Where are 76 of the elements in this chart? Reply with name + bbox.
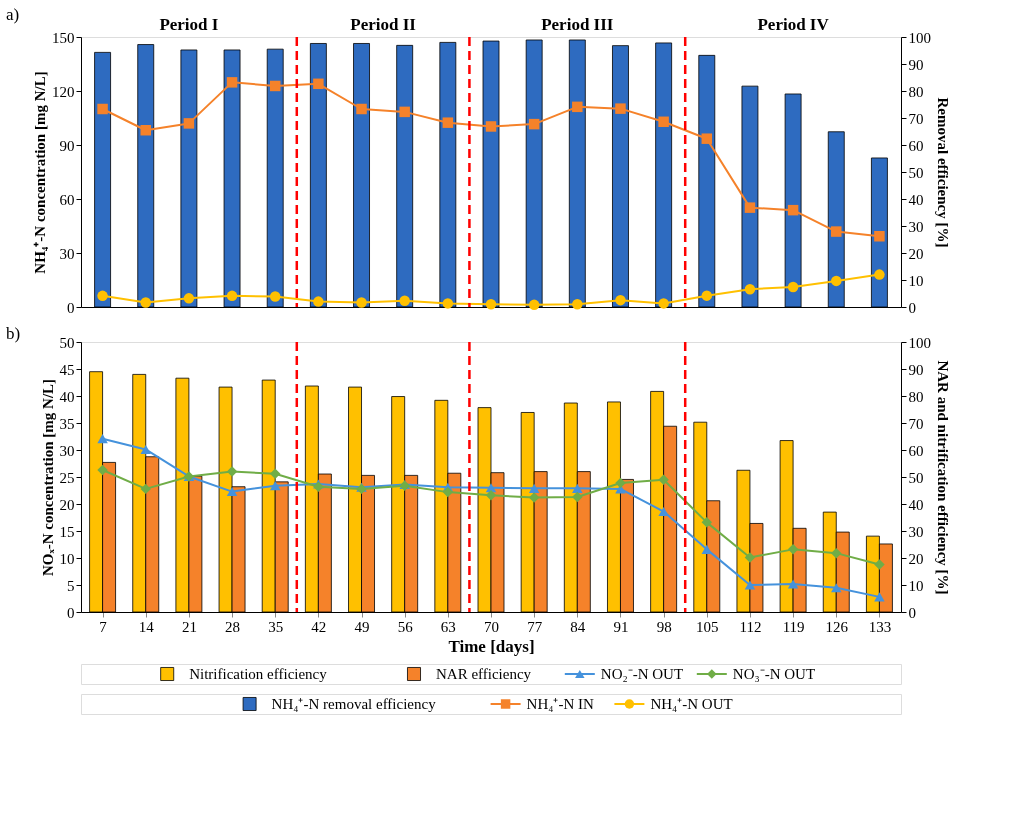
legend-label: NH₄⁺-N IN xyxy=(526,696,595,712)
y2-tick-label: 0 xyxy=(908,604,916,621)
y-tick-label: 90 xyxy=(59,137,75,154)
y2-axis-title: Removal efficiency [%] xyxy=(935,97,951,248)
x-tick-label: 14 xyxy=(138,618,155,635)
y2-tick-label: 60 xyxy=(908,442,924,459)
x-tick-label: 84 xyxy=(570,618,586,635)
y-tick-label: 20 xyxy=(59,496,75,513)
text: a) xyxy=(6,5,20,24)
legend-label: NAR efficiency xyxy=(436,666,532,682)
y2-tick-label: 50 xyxy=(908,164,924,181)
y-tick-label: 0 xyxy=(67,299,75,316)
y-tick-label: 0 xyxy=(67,604,75,621)
y2-tick-label: 70 xyxy=(908,415,924,432)
y-axis-title: NOₓ-N concentration [mg N/L] xyxy=(39,378,56,577)
y-axis-title: NH₄⁺-N concentration [mg N/L] xyxy=(32,71,48,274)
y2-tick-label: 60 xyxy=(908,137,924,154)
x-tick-label: 112 xyxy=(739,618,762,635)
legend-label: NH₄⁺-N OUT xyxy=(650,696,733,712)
y-tick-label: 30 xyxy=(59,442,75,459)
x-tick-label: 70 xyxy=(484,618,499,635)
y2-tick-label: 90 xyxy=(908,361,924,378)
x-tick-label: 91 xyxy=(613,618,629,635)
y2-tick-label: 100 xyxy=(908,334,931,351)
legend-label: NO₂⁻-N OUT xyxy=(600,666,684,682)
y-tick-label: 15 xyxy=(59,523,75,540)
x-tick-label: 98 xyxy=(656,618,672,635)
text: b) xyxy=(6,324,21,343)
y-tick-label: 5 xyxy=(67,577,75,594)
x-tick-label: 105 xyxy=(696,618,719,635)
y-tick-label: 50 xyxy=(59,334,75,351)
y2-tick-label: 100 xyxy=(908,29,931,46)
x-tick-label: 35 xyxy=(268,618,284,635)
x-tick-label: 42 xyxy=(311,618,327,635)
y2-tick-label: 50 xyxy=(908,469,924,486)
x-tick-label: 133 xyxy=(868,618,892,635)
y-tick-label: 25 xyxy=(59,469,75,486)
y2-tick-label: 30 xyxy=(908,523,924,540)
x-tick-label: 7 xyxy=(99,618,108,635)
y2-tick-label: 70 xyxy=(908,110,924,127)
text: Period IV xyxy=(757,15,830,34)
y-tick-label: 30 xyxy=(59,245,75,262)
y-tick-label: 60 xyxy=(59,191,75,208)
y2-axis-title: NAR and nitrification efficiency [%] xyxy=(935,360,951,595)
y2-tick-label: 10 xyxy=(908,272,924,289)
text: Period III xyxy=(541,15,614,34)
x-tick-label: 126 xyxy=(825,618,849,635)
text: Period I xyxy=(159,15,219,34)
legend-label: NO₃⁻-N OUT xyxy=(732,666,816,682)
y-tick-label: 150 xyxy=(52,29,75,46)
legend-label: NH₄⁺-N removal efficiency xyxy=(271,696,437,712)
x-tick-label: 119 xyxy=(782,618,805,635)
x-tick-label: 77 xyxy=(527,618,543,635)
y2-tick-label: 30 xyxy=(908,218,924,235)
y2-tick-label: 0 xyxy=(908,299,916,316)
x-tick-label: 28 xyxy=(225,618,241,635)
y2-tick-label: 40 xyxy=(908,191,924,208)
y-tick-label: 45 xyxy=(59,361,75,378)
y-tick-label: 40 xyxy=(59,388,75,405)
y2-tick-label: 40 xyxy=(908,496,924,513)
x-tick-label: 21 xyxy=(181,618,197,635)
legend-label: Nitrification efficiency xyxy=(189,666,328,682)
y-tick-label: 120 xyxy=(52,83,75,100)
y-tick-label: 35 xyxy=(59,415,75,432)
x-tick-label: 56 xyxy=(397,618,414,635)
y2-tick-label: 80 xyxy=(908,388,924,405)
x-axis-title: Time [days] xyxy=(448,636,535,656)
y-tick-label: 10 xyxy=(59,550,75,567)
x-tick-label: 49 xyxy=(354,618,370,635)
x-tick-label: 63 xyxy=(440,618,456,635)
y2-tick-label: 80 xyxy=(908,83,924,100)
y2-tick-label: 10 xyxy=(908,577,924,594)
y2-tick-label: 90 xyxy=(908,56,924,73)
text: Period II xyxy=(350,15,417,34)
y2-tick-label: 20 xyxy=(908,550,924,567)
y2-tick-label: 20 xyxy=(908,245,924,262)
